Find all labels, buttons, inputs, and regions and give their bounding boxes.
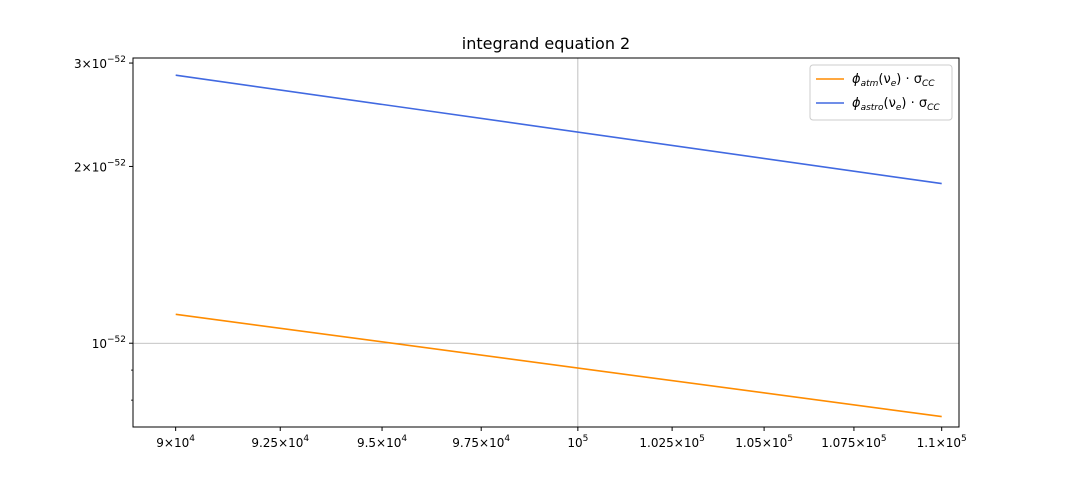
plot-frame (132, 57, 960, 428)
legend-label-2: ϕastro(νe) · σCC (852, 96, 940, 113)
x-tick-label: 1.05×105 (735, 434, 793, 450)
y-tick-label: 10−52 (92, 335, 126, 351)
grid-layer (133, 58, 959, 427)
x-tick-label: 9.25×104 (251, 434, 309, 450)
x-tick-label: 9.75×104 (452, 434, 510, 450)
x-tick-label: 9.5×104 (357, 434, 407, 450)
series-layer (175, 74, 942, 418)
legend-label-1: ϕatm(νe) · σCC (852, 72, 935, 89)
series-line-2 (175, 74, 942, 185)
x-tick-label: 9×104 (156, 434, 195, 450)
legend: ϕatm(νe) · σCC ϕastro(νe) · σCC (809, 64, 953, 121)
x-tick-label: 105 (567, 434, 588, 450)
chart-title: integrand equation 2 (462, 34, 630, 53)
legend-box (809, 64, 953, 121)
y-tick-label: 3×10−52 (74, 55, 126, 71)
y-axis: 3×10−52 2×10−52 10−52 (74, 55, 133, 401)
y-tick-label: 2×10−52 (74, 158, 126, 174)
x-axis: 9×104 9.25×104 9.5×104 9.75×104 105 1.025×105… (156, 427, 967, 450)
x-tick-label: 1.025×105 (639, 434, 704, 450)
x-tick-label: 1.1×105 (917, 434, 967, 450)
series-line-1 (175, 313, 942, 418)
x-tick-label: 1.075×105 (821, 434, 886, 450)
